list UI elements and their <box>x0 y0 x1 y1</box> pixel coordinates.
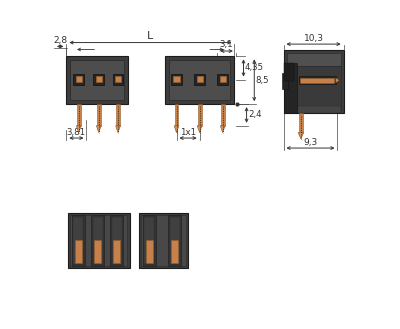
Bar <box>115 76 121 83</box>
Bar <box>139 213 188 268</box>
Bar <box>169 60 230 100</box>
Bar <box>196 76 203 83</box>
Bar <box>77 104 81 126</box>
Bar <box>299 76 336 84</box>
Bar <box>194 74 205 85</box>
Bar <box>70 60 124 100</box>
Polygon shape <box>220 126 225 133</box>
Bar <box>171 240 178 263</box>
Bar <box>112 216 122 264</box>
Bar <box>144 216 154 264</box>
Bar <box>174 104 178 126</box>
Bar <box>299 114 303 133</box>
Bar <box>146 240 153 263</box>
Bar <box>113 74 123 85</box>
Polygon shape <box>298 133 304 139</box>
Text: 2,4: 2,4 <box>248 111 262 119</box>
Bar <box>110 215 123 266</box>
Bar <box>300 78 334 83</box>
Bar <box>76 76 82 83</box>
Bar <box>73 216 83 264</box>
Bar <box>116 104 120 126</box>
Text: 9,3: 9,3 <box>303 138 318 146</box>
Bar <box>113 240 120 263</box>
Bar <box>91 215 104 266</box>
Text: 2,8: 2,8 <box>53 36 67 45</box>
Bar <box>284 63 297 114</box>
Bar <box>198 104 202 126</box>
Bar <box>165 56 234 104</box>
Bar <box>72 215 85 266</box>
Bar <box>92 216 102 264</box>
Polygon shape <box>197 126 202 133</box>
Polygon shape <box>96 126 101 133</box>
Text: 1x1: 1x1 <box>180 128 196 137</box>
Bar <box>68 213 130 268</box>
Bar <box>220 76 226 83</box>
Bar <box>141 215 186 266</box>
Bar <box>174 76 180 83</box>
Bar <box>282 73 288 89</box>
Bar <box>73 74 84 85</box>
Bar <box>70 215 127 266</box>
Polygon shape <box>76 126 81 133</box>
Text: 8,5: 8,5 <box>256 76 270 85</box>
Bar <box>97 104 101 126</box>
Text: 3,1: 3,1 <box>220 40 233 49</box>
Bar <box>96 76 102 83</box>
Bar <box>170 216 180 264</box>
Bar <box>221 104 225 126</box>
Bar <box>284 50 344 114</box>
Bar <box>217 74 228 85</box>
Bar <box>75 240 82 263</box>
Bar <box>287 53 340 66</box>
Polygon shape <box>174 126 179 133</box>
Bar <box>287 66 340 110</box>
Polygon shape <box>116 126 120 133</box>
Text: L: L <box>147 31 154 41</box>
Bar <box>297 106 340 114</box>
Text: 10,3: 10,3 <box>304 34 324 42</box>
Text: 4,35: 4,35 <box>245 63 264 72</box>
Bar <box>94 240 101 263</box>
Bar <box>66 56 128 104</box>
Bar <box>143 215 156 266</box>
Bar <box>93 74 104 85</box>
Bar <box>284 63 294 81</box>
Bar <box>168 215 181 266</box>
Text: 3,81: 3,81 <box>67 128 86 137</box>
Bar <box>171 74 182 85</box>
Polygon shape <box>336 78 339 83</box>
